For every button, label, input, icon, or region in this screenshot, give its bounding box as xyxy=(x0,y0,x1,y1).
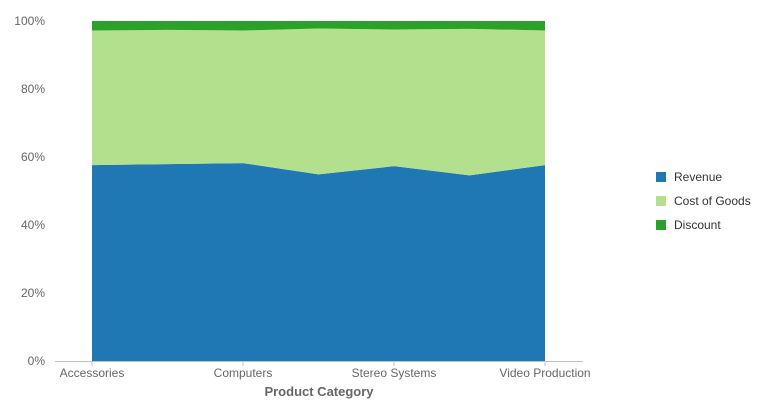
y-tick-label: 80% xyxy=(21,82,45,96)
area-series-revenue xyxy=(92,163,545,361)
y-tick-label: 100% xyxy=(14,14,45,28)
x-tick-label: Stereo Systems xyxy=(352,366,437,380)
x-axis-ticks: Accessories Computers Stereo Systems Video … xyxy=(60,361,591,380)
x-tick-label: Computers xyxy=(214,366,273,380)
area-series-cost-of-goods xyxy=(92,28,545,176)
legend-swatch xyxy=(656,220,666,230)
x-tick-label: Accessories xyxy=(60,366,125,380)
x-axis-title: Product Category xyxy=(264,384,374,399)
y-axis-ticks: 0% 20% 40% 60% 80% 100% xyxy=(14,14,45,368)
y-tick-label: 40% xyxy=(21,218,45,232)
legend-label: Discount xyxy=(674,218,721,232)
legend-label: Cost of Goods xyxy=(674,194,751,208)
y-tick-label: 60% xyxy=(21,150,45,164)
legend-label: Revenue xyxy=(674,170,722,184)
area-series-discount xyxy=(92,21,545,31)
area-series-group xyxy=(92,21,545,361)
y-tick-label: 20% xyxy=(21,286,45,300)
legend-swatch xyxy=(656,172,666,182)
x-tick-label: Video Production xyxy=(499,366,590,380)
legend-swatch xyxy=(656,196,666,206)
legend: Revenue Cost of Goods Discount xyxy=(656,170,751,232)
y-tick-label: 0% xyxy=(28,354,46,368)
